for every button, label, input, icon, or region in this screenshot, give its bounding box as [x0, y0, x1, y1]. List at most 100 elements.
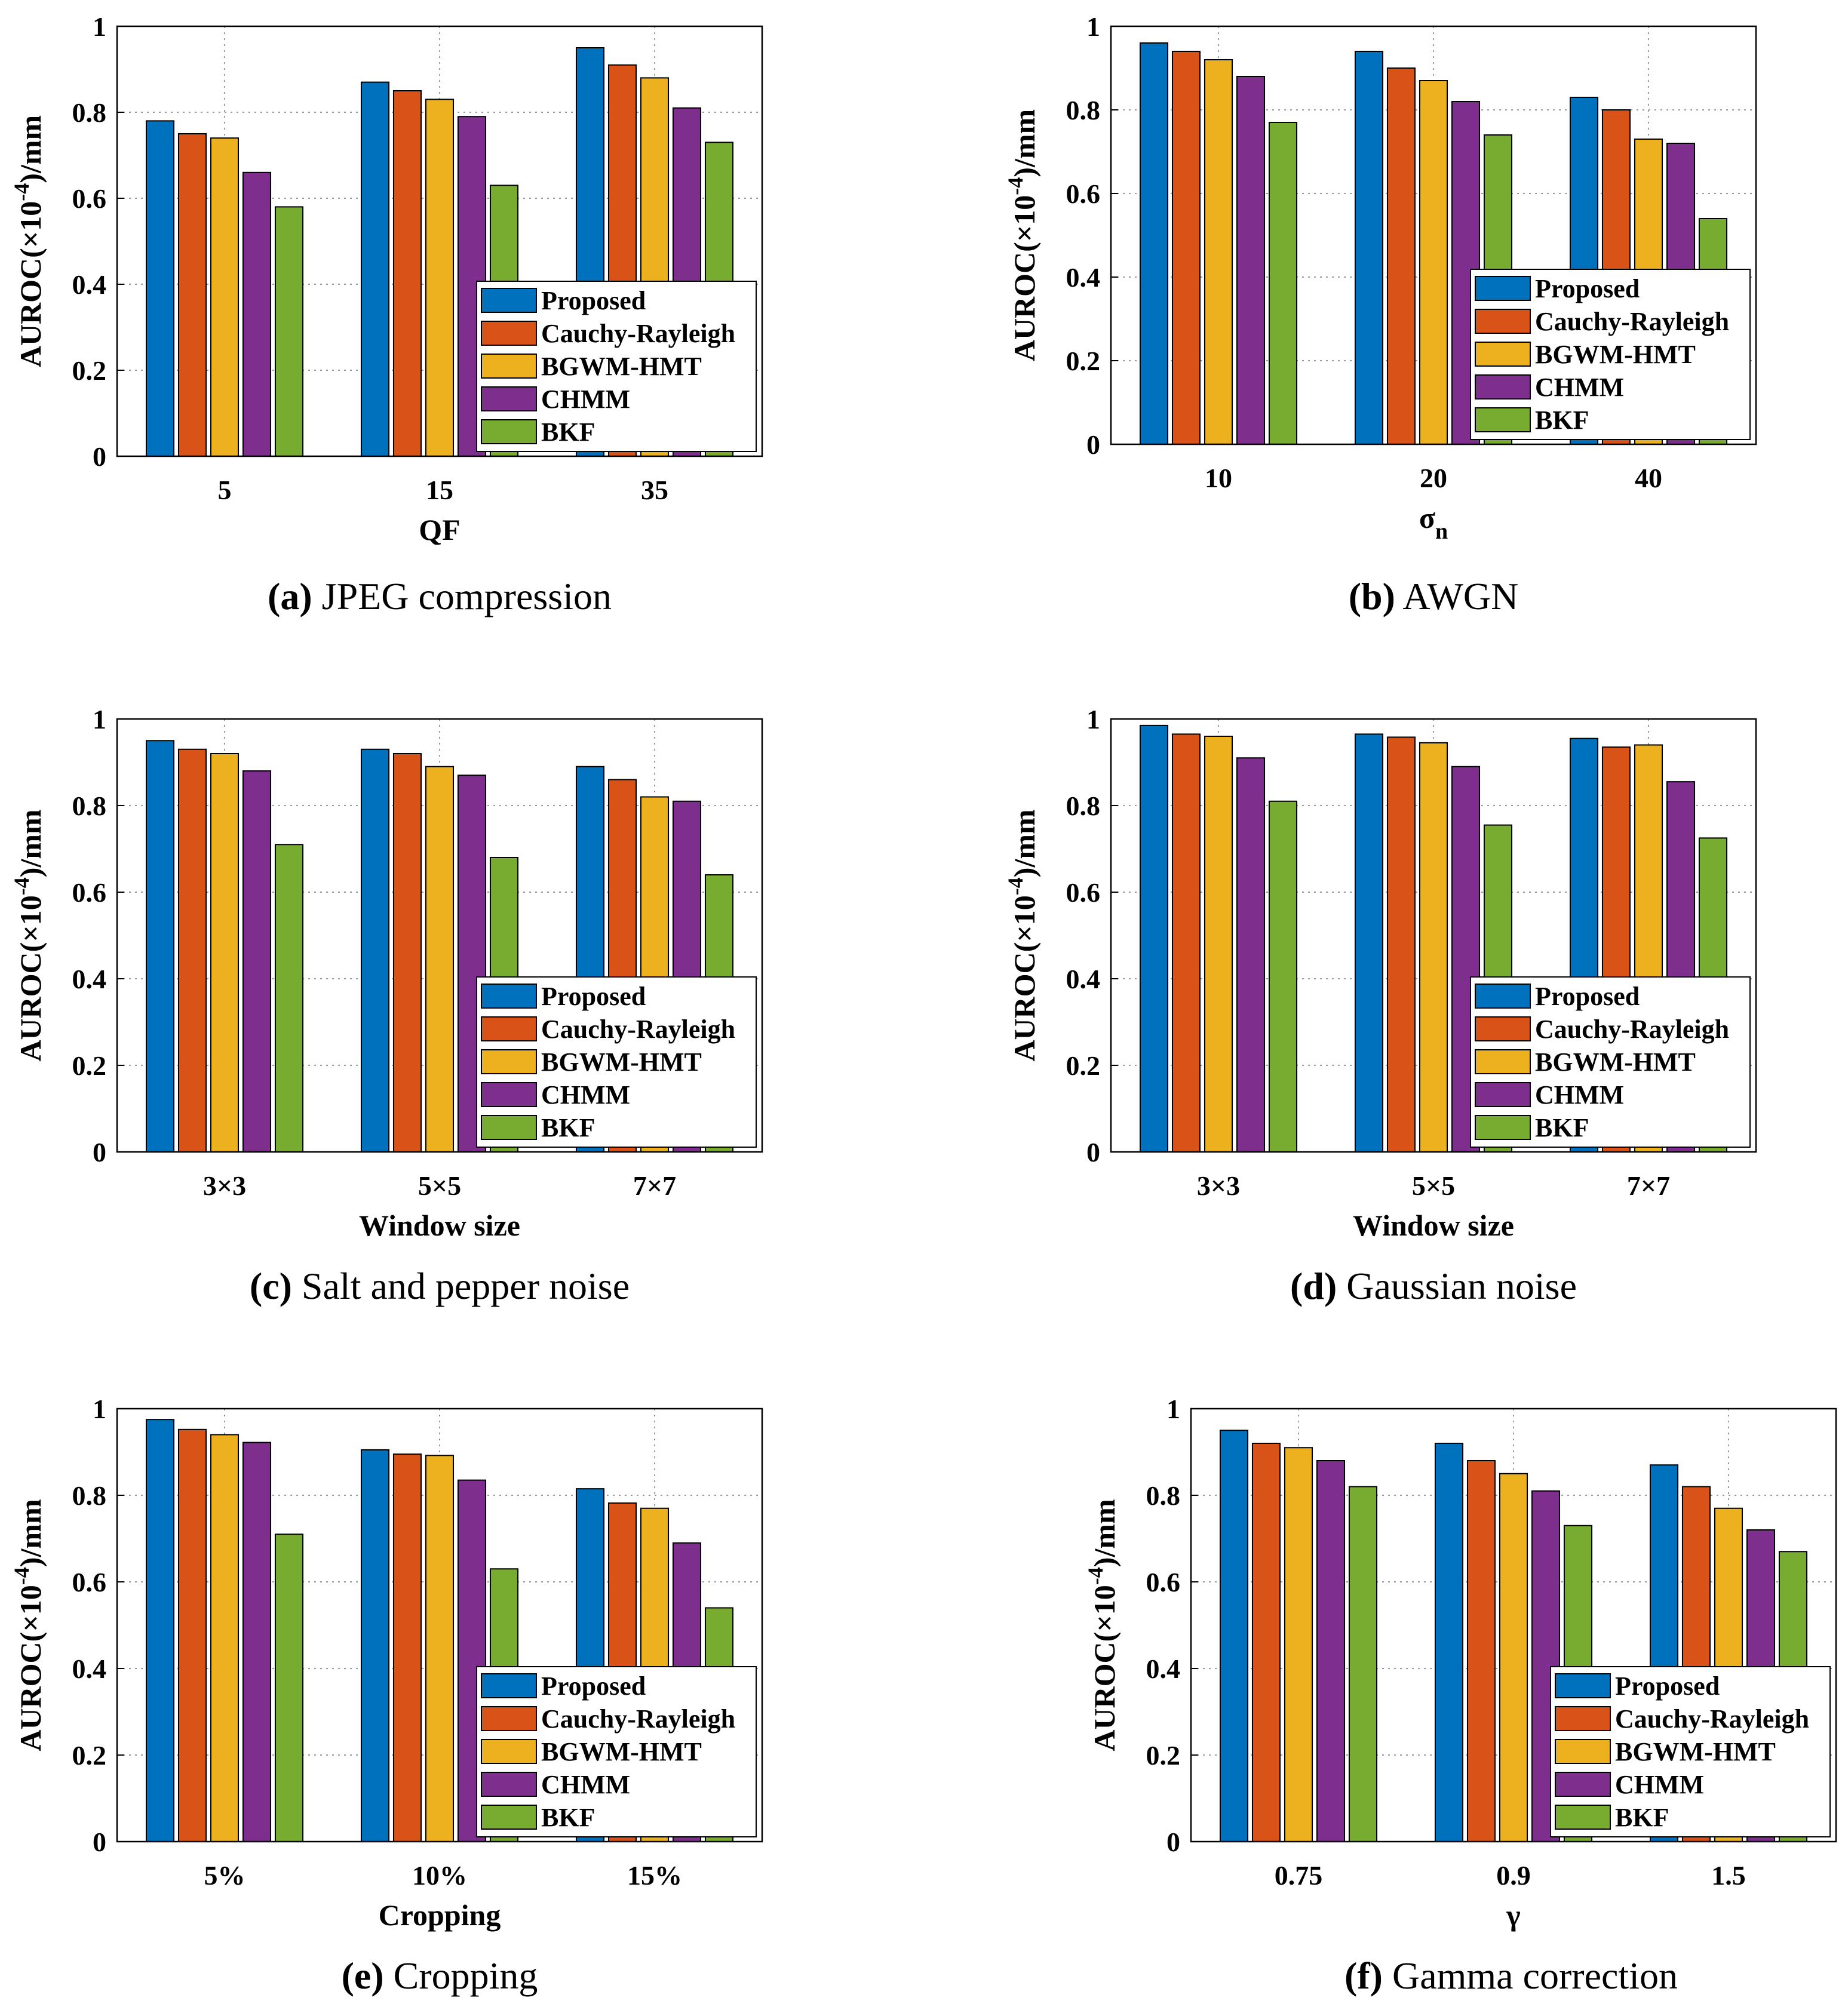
y-tick-label: 0.4: [72, 269, 107, 300]
y-tick-label: 0.6: [72, 877, 107, 908]
bar-chmm: [242, 770, 272, 1153]
bar-bgwm-hmt: [1204, 736, 1233, 1153]
bar-cauchy-rayleigh: [177, 133, 207, 457]
y-tick-label: 0.2: [72, 1740, 107, 1771]
legend-entry: Proposed: [541, 286, 646, 315]
bar-proposed: [1354, 51, 1384, 445]
axes-frame: [116, 25, 763, 457]
bar-chmm: [1236, 757, 1266, 1153]
x-tick-label: 3×3: [203, 1170, 246, 1201]
bar-cauchy-rayleigh: [1386, 67, 1416, 445]
legend-entry: CHMM: [541, 385, 630, 414]
legend-swatch: [481, 321, 537, 346]
legend-swatch: [481, 1739, 537, 1764]
legend-swatch: [1475, 276, 1531, 301]
legend-entry: BGWM-HMT: [1615, 1737, 1776, 1766]
x-axis-label: Window size: [359, 1209, 520, 1242]
legend-entry: Cauchy-Rayleigh: [1615, 1704, 1809, 1734]
legend-entry: BKF: [1615, 1803, 1669, 1832]
legend-entry: Proposed: [541, 982, 646, 1011]
y-tick-label: 1: [93, 704, 106, 735]
bar-bkf: [1268, 122, 1298, 445]
bar-bkf: [1348, 1486, 1378, 1842]
legend-swatch: [1475, 407, 1531, 432]
bar-proposed: [1434, 1443, 1464, 1842]
legend-swatch: [481, 1049, 537, 1074]
y-tick-label: 1: [93, 11, 106, 42]
chart-panel-c: 0 0.2 0.4 0.6 0.8 1 3×3 5×5 7×7 Proposed Cauchy-Ra…: [10, 704, 763, 1307]
x-axis-label: QF: [419, 513, 460, 546]
legend-swatch: [481, 419, 537, 444]
x-tick-label: 35: [641, 475, 668, 505]
y-tick-label: 0.6: [1066, 877, 1101, 908]
legend-entry: BKF: [1535, 405, 1589, 435]
x-tick-label: 5%: [204, 1860, 245, 1891]
y-tick-label: 0.2: [72, 1050, 107, 1081]
x-tick-label: 10: [1205, 463, 1232, 493]
chart-panel-d: 0 0.2 0.4 0.6 0.8 1 3×3 5×5 7×7 Proposed Cauchy-Ra…: [1003, 704, 1757, 1307]
y-tick-label: 0.4: [1146, 1654, 1181, 1684]
legend-entry: BGWM-HMT: [1535, 1047, 1696, 1077]
bar-chmm: [1236, 76, 1266, 445]
legend-entry: BGWM-HMT: [541, 352, 702, 381]
y-tick-label: 0.6: [1066, 179, 1101, 209]
y-tick-label: 0.6: [1146, 1567, 1181, 1597]
bar-bgwm-hmt: [1419, 80, 1448, 445]
y-tick-label: 1: [1086, 11, 1100, 42]
y-tick-label: 0: [93, 1827, 106, 1857]
bar-bgwm-hmt: [1419, 742, 1448, 1153]
x-tick-label: 0.9: [1496, 1860, 1531, 1891]
y-tick-label: 0.2: [1146, 1740, 1181, 1771]
y-tick-label: 1: [93, 1394, 106, 1424]
y-tick-label: 0.8: [72, 791, 107, 821]
bar-cauchy-rayleigh: [177, 1428, 207, 1843]
bar-bkf: [274, 844, 304, 1153]
axes-frame: [116, 718, 763, 1153]
bar-proposed: [360, 748, 390, 1153]
y-tick-label: 0.6: [72, 183, 107, 214]
legend-swatch: [1555, 1673, 1611, 1698]
legend-swatch: [481, 1115, 537, 1140]
y-tick-label: 0: [1086, 429, 1100, 460]
legend-swatch: [481, 1082, 537, 1107]
y-axis-label: AUROC(×10-4)/mm: [10, 1499, 47, 1751]
chart-panel-f: 0 0.2 0.4 0.6 0.8 1 0.75 0.9 1.5 ProposedCauchy-R…: [1083, 1394, 1837, 1997]
legend-swatch: [481, 1772, 537, 1797]
bar-bgwm-hmt: [210, 753, 240, 1153]
chart-panel-b: 0 0.2 0.4 0.6 0.8 1 10 20 40 Proposed Cauchy-Rayle…: [1003, 11, 1757, 617]
y-tick-label: 0.6: [72, 1567, 107, 1597]
legend-entry: Proposed: [541, 1671, 646, 1701]
x-tick-label: 15%: [627, 1860, 682, 1891]
bar-proposed: [145, 120, 175, 457]
x-tick-label: 20: [1420, 463, 1447, 493]
axes-frame: [1190, 1407, 1837, 1843]
legend-swatch: [481, 1706, 537, 1731]
bar-bkf: [1268, 800, 1298, 1153]
legend-swatch: [1475, 984, 1531, 1009]
y-tick-label: 0.8: [1066, 95, 1101, 125]
bar-bgwm-hmt: [210, 137, 240, 457]
y-axis-label: AUROC(×10-4)/mm: [10, 115, 47, 367]
legend-entry: BKF: [541, 417, 595, 447]
legend-entry: BKF: [1535, 1113, 1589, 1142]
y-tick-label: 0.8: [1066, 791, 1101, 821]
legend-swatch: [1555, 1805, 1611, 1830]
bar-bkf: [274, 206, 304, 457]
axes-frame: [1110, 718, 1757, 1153]
y-tick-label: 0: [1166, 1827, 1180, 1857]
x-tick-label: 7×7: [1627, 1170, 1670, 1201]
y-axis-label: AUROC(×10-4)/mm: [1003, 809, 1041, 1061]
bar-chmm: [1316, 1460, 1346, 1842]
x-tick-label: 5×5: [1412, 1170, 1455, 1201]
panel-caption: (d) Gaussian noise: [1290, 1265, 1577, 1307]
y-tick-label: 0.8: [72, 1480, 107, 1511]
bar-chmm: [242, 171, 272, 457]
bar-proposed: [145, 740, 175, 1153]
bar-proposed: [1219, 1430, 1249, 1842]
y-axis-label: AUROC(×10-4)/mm: [1003, 109, 1041, 361]
bar-cauchy-rayleigh: [1171, 51, 1201, 445]
